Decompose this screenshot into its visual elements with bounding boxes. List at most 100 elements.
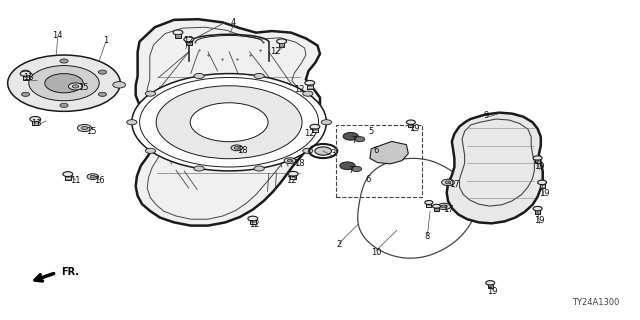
Circle shape bbox=[87, 174, 99, 180]
Circle shape bbox=[234, 147, 239, 149]
Polygon shape bbox=[370, 141, 408, 164]
Text: 15: 15 bbox=[86, 127, 97, 136]
Circle shape bbox=[433, 204, 440, 208]
Text: 10: 10 bbox=[371, 248, 381, 257]
Text: 4: 4 bbox=[231, 18, 236, 27]
Circle shape bbox=[68, 83, 83, 90]
Bar bbox=[312, 125, 317, 132]
Bar bbox=[426, 201, 431, 207]
Circle shape bbox=[254, 73, 264, 78]
Bar bbox=[65, 173, 70, 180]
Circle shape bbox=[173, 30, 183, 35]
Circle shape bbox=[486, 281, 495, 285]
Circle shape bbox=[194, 73, 204, 78]
Text: 19: 19 bbox=[488, 287, 498, 296]
Circle shape bbox=[254, 166, 264, 171]
Circle shape bbox=[442, 179, 454, 186]
Bar bbox=[186, 38, 191, 45]
Bar bbox=[408, 121, 413, 127]
Circle shape bbox=[60, 59, 68, 63]
Circle shape bbox=[310, 124, 320, 129]
Bar bbox=[535, 157, 540, 163]
Circle shape bbox=[351, 166, 362, 172]
Bar bbox=[22, 72, 29, 80]
Circle shape bbox=[284, 158, 296, 164]
Circle shape bbox=[305, 81, 315, 85]
Circle shape bbox=[99, 70, 107, 74]
Circle shape bbox=[127, 120, 137, 125]
Circle shape bbox=[113, 82, 125, 88]
Text: 18: 18 bbox=[237, 146, 247, 155]
Text: 19: 19 bbox=[539, 189, 549, 198]
Circle shape bbox=[303, 91, 313, 96]
Circle shape bbox=[533, 206, 542, 211]
Circle shape bbox=[445, 181, 451, 184]
Text: 1: 1 bbox=[103, 36, 108, 44]
Circle shape bbox=[60, 103, 68, 108]
Circle shape bbox=[99, 92, 107, 96]
Text: 7: 7 bbox=[348, 166, 353, 175]
Circle shape bbox=[321, 120, 332, 125]
Circle shape bbox=[194, 166, 204, 171]
Circle shape bbox=[406, 120, 415, 124]
Bar bbox=[291, 172, 296, 180]
Bar bbox=[535, 207, 540, 214]
Circle shape bbox=[145, 148, 156, 153]
Bar bbox=[32, 118, 38, 125]
Bar bbox=[250, 217, 255, 224]
Circle shape bbox=[184, 37, 194, 42]
Text: 19: 19 bbox=[534, 162, 545, 171]
Circle shape bbox=[315, 147, 332, 155]
Text: 12: 12 bbox=[270, 47, 280, 56]
Circle shape bbox=[538, 180, 547, 185]
Text: 12: 12 bbox=[250, 220, 260, 229]
Circle shape bbox=[77, 124, 92, 132]
Circle shape bbox=[438, 203, 451, 210]
Circle shape bbox=[248, 216, 258, 221]
Circle shape bbox=[442, 205, 447, 208]
Text: 19: 19 bbox=[534, 216, 545, 225]
Text: 14: 14 bbox=[52, 31, 63, 40]
Bar bbox=[434, 205, 439, 211]
Circle shape bbox=[343, 132, 358, 140]
Polygon shape bbox=[136, 19, 320, 226]
Text: 17: 17 bbox=[443, 205, 453, 214]
Text: 6: 6 bbox=[365, 175, 371, 184]
Circle shape bbox=[72, 85, 79, 88]
Circle shape bbox=[303, 148, 313, 153]
Circle shape bbox=[8, 55, 120, 111]
Circle shape bbox=[132, 74, 326, 171]
Text: 9: 9 bbox=[484, 111, 489, 120]
Text: 16: 16 bbox=[94, 176, 104, 185]
Text: 3: 3 bbox=[330, 149, 335, 158]
Bar bbox=[307, 82, 312, 89]
Bar bbox=[279, 40, 284, 47]
Circle shape bbox=[20, 71, 31, 76]
Circle shape bbox=[21, 92, 29, 96]
Circle shape bbox=[533, 156, 542, 160]
Circle shape bbox=[30, 116, 40, 122]
Circle shape bbox=[190, 103, 268, 142]
Text: 13: 13 bbox=[23, 73, 33, 82]
Circle shape bbox=[29, 66, 99, 101]
Text: 11: 11 bbox=[70, 176, 81, 185]
Circle shape bbox=[231, 145, 243, 151]
Circle shape bbox=[288, 172, 298, 176]
Text: 12: 12 bbox=[184, 36, 194, 44]
Text: 12: 12 bbox=[286, 176, 296, 185]
Bar bbox=[540, 181, 545, 188]
Circle shape bbox=[425, 200, 433, 204]
Text: 18: 18 bbox=[294, 159, 305, 168]
Bar bbox=[488, 282, 493, 288]
Circle shape bbox=[45, 74, 83, 93]
Text: 5: 5 bbox=[369, 127, 374, 136]
Circle shape bbox=[63, 172, 73, 177]
Circle shape bbox=[145, 91, 156, 96]
Circle shape bbox=[355, 137, 365, 142]
Text: 8: 8 bbox=[425, 232, 430, 241]
Text: 2: 2 bbox=[337, 240, 342, 249]
Circle shape bbox=[156, 86, 302, 159]
Text: 6: 6 bbox=[373, 146, 378, 155]
Bar bbox=[175, 31, 180, 38]
Circle shape bbox=[276, 39, 287, 44]
